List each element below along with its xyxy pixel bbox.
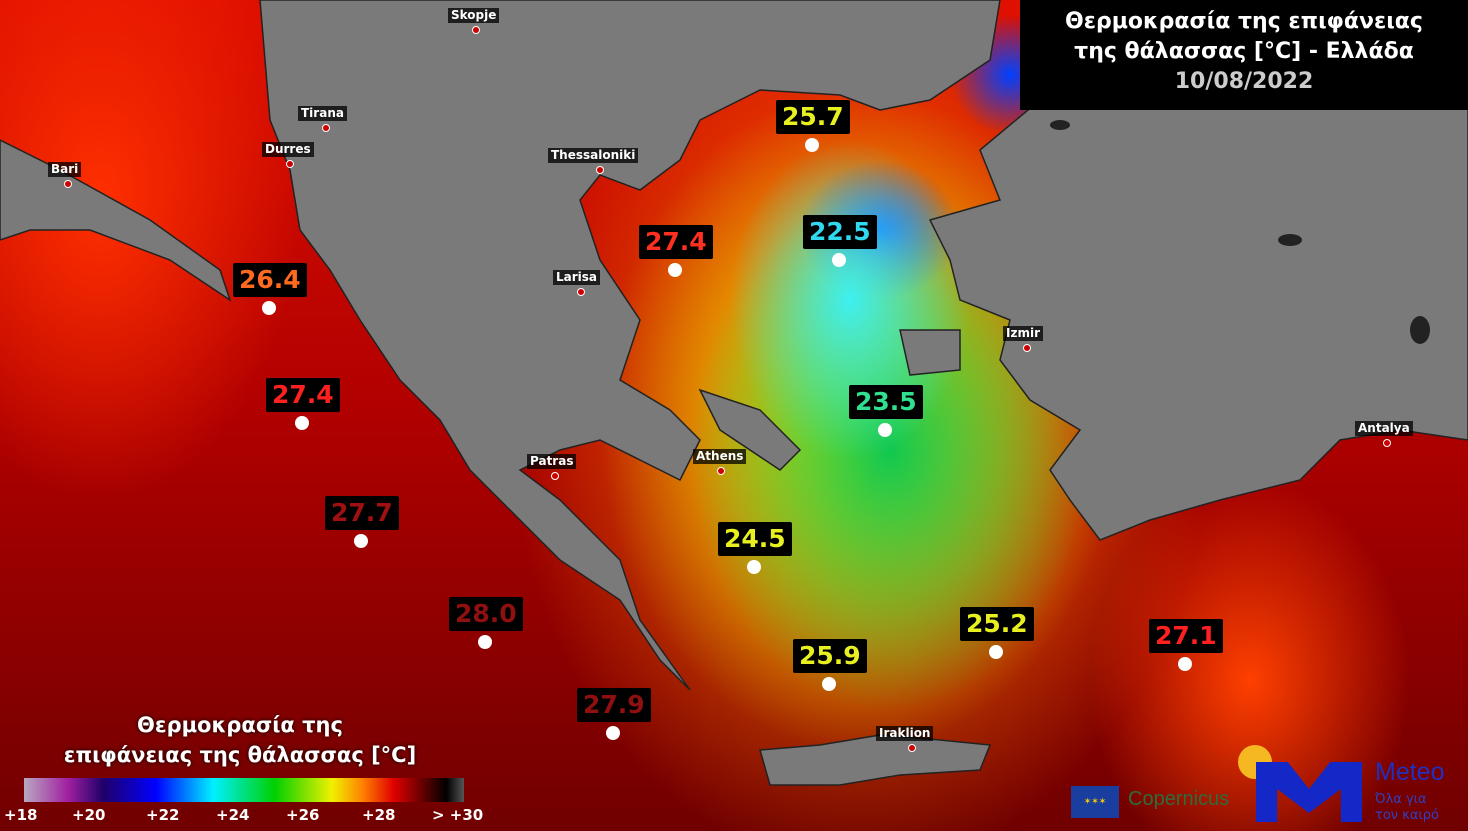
city-label: Durres (262, 142, 314, 157)
scale-tick: +18 (4, 806, 38, 824)
legend-title-line-2: επιφάνειας της θάλασσας [°C] (63, 743, 417, 767)
city-label: Larisa (553, 270, 601, 285)
city-dot (472, 26, 480, 34)
temperature-label: 23.5 (849, 385, 923, 419)
city-dot (908, 744, 916, 752)
temperature-label: 28.0 (449, 597, 523, 631)
city-dot (577, 288, 585, 296)
legend-title-line-1: Θερμοκρασία της (137, 713, 343, 737)
city-label: Tirana (298, 106, 347, 121)
temperature-label: 27.1 (1149, 619, 1223, 653)
land-lesvos (899, 329, 961, 376)
city-dot (596, 166, 604, 174)
city-dot (1023, 344, 1031, 352)
city-label: Skopje (448, 8, 500, 23)
color-scale-bar (24, 778, 464, 802)
city-label: Iraklion (876, 726, 934, 741)
temperature-point (262, 301, 276, 315)
city-dot (64, 180, 72, 188)
temperature-point (354, 534, 368, 548)
city-dot (286, 160, 294, 168)
city-label: Patras (527, 454, 577, 469)
temperature-label: 27.4 (266, 378, 340, 412)
legend-title: Θερμοκρασία της επιφάνειας της θάλασσας … (20, 710, 460, 770)
copernicus-logo: Copernicus (1128, 788, 1230, 810)
temperature-point (822, 677, 836, 691)
temperature-label: 22.5 (803, 215, 877, 249)
temperature-point (878, 423, 892, 437)
temperature-label: 27.9 (577, 688, 651, 722)
city-dot (717, 467, 725, 475)
temperature-point (295, 416, 309, 430)
title-line-2: της θάλασσας [°C] - Ελλάδα (1074, 39, 1414, 64)
temperature-label: 24.5 (718, 522, 792, 556)
temperature-label: 25.9 (793, 639, 867, 673)
temperature-point (832, 253, 846, 267)
temperature-point (606, 726, 620, 740)
scale-tick: > +30 (432, 806, 484, 824)
scale-tick: +24 (216, 806, 250, 824)
temperature-point (805, 138, 819, 152)
city-label: Bari (48, 162, 82, 177)
city-dot (322, 124, 330, 132)
temperature-label: 25.7 (776, 100, 850, 134)
scale-tick: +20 (72, 806, 106, 824)
temperature-label: 26.4 (233, 263, 307, 297)
temperature-label: 27.4 (639, 225, 713, 259)
land-italy (0, 139, 232, 302)
land-crete (759, 734, 992, 786)
scale-tick: +26 (286, 806, 320, 824)
eu-flag-logo: ✶✶✶ (1071, 786, 1119, 818)
city-label: Athens (693, 449, 747, 464)
temperature-point (747, 560, 761, 574)
city-label: Antalya (1355, 421, 1413, 436)
title-box: Θερμοκρασία της επιφάνειας της θάλασσας … (1020, 0, 1468, 110)
temperature-label: 27.7 (325, 496, 399, 530)
meteo-slogan-1: Όλα για (1375, 792, 1427, 807)
meteo-brand: Meteo (1375, 758, 1445, 786)
temperature-label: 25.2 (960, 607, 1034, 641)
meteo-slogan-2: τον καιρό (1375, 808, 1440, 823)
scale-tick: +22 (146, 806, 180, 824)
temperature-point (478, 635, 492, 649)
city-label: Izmir (1003, 326, 1043, 341)
temperature-point (1178, 657, 1192, 671)
title-line-1: Θερμοκρασία της επιφάνειας (1065, 9, 1423, 34)
city-dot (551, 472, 559, 480)
temperature-point (989, 645, 1003, 659)
title-date: 10/08/2022 (1174, 69, 1314, 94)
land-balkans (259, 0, 1001, 691)
temperature-point (668, 263, 682, 277)
city-label: Thessaloniki (548, 148, 639, 163)
land-euboea (698, 388, 802, 471)
scale-tick: +28 (362, 806, 396, 824)
city-dot (1383, 439, 1391, 447)
